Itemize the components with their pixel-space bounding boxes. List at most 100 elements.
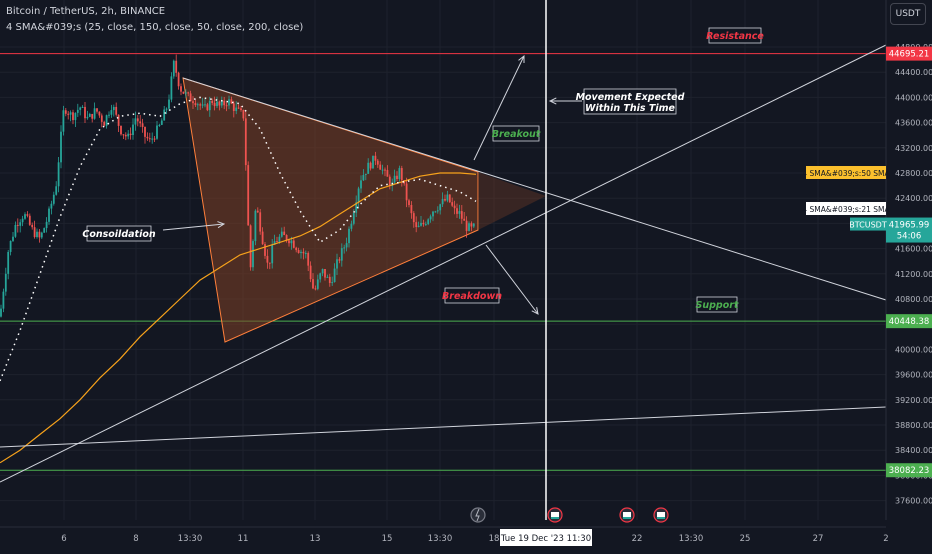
candle [472,223,475,227]
candle [45,221,48,229]
candle [470,223,473,227]
candle [278,236,281,242]
candle [295,247,298,251]
crosshair-date-bg [500,529,592,546]
currency-button[interactable]: USDT [890,3,926,25]
candle [213,102,216,107]
earnings-icon[interactable] [653,507,669,523]
movement-label[interactable]: Movement Expected [576,92,685,103]
candle [388,176,391,186]
candle [14,224,17,237]
y-tick-label: 44400.00 [895,68,932,77]
candle [405,183,408,201]
candle [324,269,326,278]
movement-label[interactable]: Within This Time [585,103,675,114]
candle [93,108,96,119]
resistance-price-tag[interactable]: 44695.21 [889,50,930,60]
sma50-tag[interactable]: 4 SMA&#039;s:50 SMA [802,169,890,178]
candle [242,110,245,119]
sma21-tag[interactable]: 4 SMA&#039;s:21 SMA [802,205,890,214]
y-tick-label: 43200.00 [895,144,932,153]
candle [26,214,29,216]
candle [172,60,175,77]
candle [163,109,166,121]
lightning-icon[interactable] [470,507,486,523]
indicator-legend[interactable]: 4 SMA&#039;s (25, close, 150, close, 50,… [6,22,304,33]
candle [117,114,120,126]
earnings-icon[interactable] [619,507,635,523]
candle [122,134,125,136]
annotations: Consoildation Breakout Breakdown Movement E… [82,27,764,315]
long-trendline[interactable] [0,406,887,448]
earnings-icon[interactable] [547,507,563,523]
resistance-price-tag-bg [886,46,932,61]
candle [288,240,290,244]
price-axis-bg [886,0,932,520]
triangle-shape[interactable] [182,77,479,343]
breakdown-label[interactable]: Breakdown [442,291,502,302]
breakout-arrow[interactable] [473,55,525,161]
candle [261,231,264,245]
y-tick-label: 40800.00 [895,295,932,304]
support-label[interactable]: Support [696,300,739,311]
candle [408,200,410,206]
candle [427,219,430,225]
y-tick-label: 39600.00 [895,371,932,380]
candle [400,168,403,181]
consolidation-arrow[interactable] [162,223,225,231]
candle [225,105,228,107]
support-price-tag[interactable]: 40448.38 [889,317,930,327]
candle [237,107,240,109]
ascending-trendline[interactable] [0,44,887,483]
candle [36,231,38,238]
sma-50-line[interactable] [0,172,477,464]
resistance-label[interactable]: Resistance [706,31,764,42]
candle [146,136,149,139]
lower-price-tag[interactable]: 38082.23 [889,466,930,476]
breakdown-arrow[interactable] [485,244,539,315]
breakout-label[interactable]: Breakout [492,129,541,140]
countdown-tag: 54:06 [897,232,922,242]
candle [410,205,413,214]
candle [276,241,278,243]
candle [72,112,74,121]
x-tick-label: 13 [310,534,321,544]
candle [48,208,50,222]
y-tick-label: 43600.00 [895,119,932,128]
candle [139,121,142,124]
candle [338,259,341,261]
candle [312,279,314,289]
candle [43,228,46,233]
last-price-tag[interactable]: 41965.99 [889,221,930,231]
symbol-tag[interactable]: BTCUSDT [849,221,887,230]
candle [372,155,374,169]
candle [120,125,122,135]
consolidation-label[interactable]: Consoildation [82,229,155,240]
candle [177,72,180,87]
candle [12,236,14,241]
candle [81,106,84,108]
candle [340,248,343,261]
candle [424,224,427,226]
descending-trendline[interactable] [182,77,887,301]
candle [316,279,319,289]
chart-title: Bitcoin / TetherUS, 2h, BINANCE [6,6,166,17]
candle [110,110,113,115]
candle [376,160,379,165]
candle [165,108,168,110]
candle [206,104,209,111]
x-tick-label: 27 [813,534,824,544]
candle [369,162,372,169]
candle [345,243,348,248]
candle [429,216,432,220]
x-tick-label: 25 [740,534,751,544]
candle [194,103,197,106]
candle [266,255,269,263]
candle [268,262,271,264]
candle [158,124,161,126]
trendlines [0,0,887,550]
candle [38,231,41,238]
candle [285,235,288,241]
candle [228,99,230,106]
